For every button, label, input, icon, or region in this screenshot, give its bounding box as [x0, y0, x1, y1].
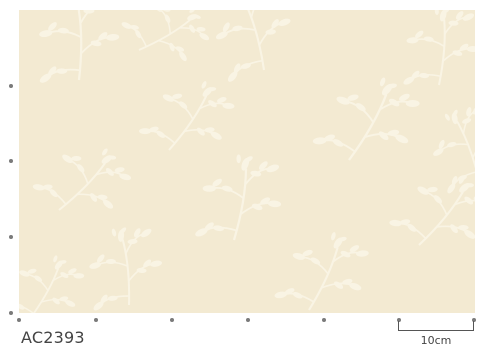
scale-label: 10cm: [420, 334, 452, 347]
tick-dot: [9, 311, 13, 315]
tick-dot: [17, 318, 21, 322]
tick-dot: [94, 318, 98, 322]
tick-dot: [322, 318, 326, 322]
leaf-sprig-pattern: [19, 10, 475, 313]
tick-dot: [246, 318, 250, 322]
tick-dot: [9, 84, 13, 88]
tick-dot: [9, 159, 13, 163]
scale-bar: [398, 321, 474, 331]
product-code: AC2393: [21, 328, 85, 347]
tick-dot: [397, 318, 401, 322]
tick-dot: [472, 318, 476, 322]
tick-dot: [170, 318, 174, 322]
tick-dot: [9, 235, 13, 239]
fabric-swatch: [19, 10, 475, 313]
